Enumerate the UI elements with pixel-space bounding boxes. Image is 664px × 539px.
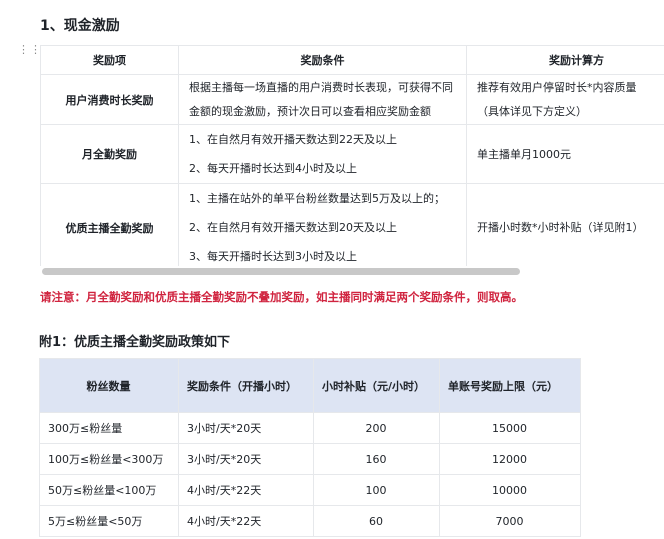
condition-line: 2、在自然月有效开播天数达到20天及以上 — [189, 221, 397, 234]
table-row: 5万≤粉丝量<50万 4小时/天*22天 60 7000 — [39, 505, 581, 537]
reward-conditions: 1、主播在站外的单平台粉丝数量达到5万及以上的； 2、在自然月有效开播天数达到2… — [178, 183, 467, 266]
header-cell: 奖励条件 — [178, 45, 467, 75]
condition: 3小时/天*20天 — [178, 443, 314, 475]
reward-conditions: 根据主播每一场直播的用户消费时长表现，可获得不同 金额的现金激励，预计次日可以查… — [178, 74, 467, 125]
table-header-row: 奖励项 奖励条件 奖励计算方 — [40, 45, 664, 75]
hourly-subsidy: 60 — [313, 505, 440, 537]
condition-line: 2、每天开播时长达到4小时及以上 — [189, 162, 357, 175]
table-row: 月全勤奖励 1、在自然月有效开播天数达到22天及以上 2、每天开播时长达到4小时… — [40, 124, 664, 184]
reward-cap: 10000 — [439, 474, 581, 506]
hourly-subsidy: 160 — [313, 443, 440, 475]
header-cell: 单账号奖励上限（元） — [439, 358, 581, 413]
drag-handle-icon[interactable]: ⋮⋮ — [18, 43, 42, 56]
reward-name: 用户消费时长奖励 — [40, 74, 179, 125]
table-header-row: 粉丝数量 奖励条件（开播小时） 小时补贴（元/小时） 单账号奖励上限（元） — [39, 358, 581, 413]
reward-cap: 15000 — [439, 412, 581, 444]
calc-line: （具体详见下方定义） — [477, 104, 587, 118]
cash-incentive-table-container: 奖励项 奖励条件 奖励计算方 用户消费时长奖励 根据主播每一场直播的用户消费时长… — [40, 45, 664, 266]
condition-line: 金额的现金激励，预计次日可以查看相应奖励金额 — [189, 104, 431, 118]
horizontal-scrollbar[interactable] — [42, 268, 520, 275]
table-row: 50万≤粉丝量<100万 4小时/天*22天 100 10000 — [39, 474, 581, 506]
header-cell: 奖励项 — [40, 45, 179, 75]
table-row: 100万≤粉丝量<300万 3小时/天*20天 160 12000 — [39, 443, 581, 475]
reward-calc: 开播小时数*小时补贴（详见附1） — [466, 183, 664, 266]
condition: 4小时/天*22天 — [178, 474, 314, 506]
reward-cap: 7000 — [439, 505, 581, 537]
reward-name: 月全勤奖励 — [40, 124, 179, 184]
calc-line: 单主播单月1000元 — [477, 147, 571, 161]
calc-line: 开播小时数*小时补贴（详见附1） — [477, 221, 644, 234]
condition: 4小时/天*22天 — [178, 505, 314, 537]
reward-name: 优质主播全勤奖励 — [40, 183, 179, 266]
header-cell: 奖励计算方 — [466, 45, 664, 75]
fans-range: 50万≤粉丝量<100万 — [39, 474, 179, 506]
calc-line: 推荐有效用户停留时长*内容质量 — [477, 80, 637, 94]
policy-table: 粉丝数量 奖励条件（开播小时） 小时补贴（元/小时） 单账号奖励上限（元） 30… — [39, 358, 581, 537]
reward-cap: 12000 — [439, 443, 581, 475]
table-row: 300万≤粉丝量 3小时/天*20天 200 15000 — [39, 412, 581, 444]
cash-incentive-table: 奖励项 奖励条件 奖励计算方 用户消费时长奖励 根据主播每一场直播的用户消费时长… — [40, 45, 664, 266]
notice-text: 请注意：月全勤奖励和优质主播全勤奖励不叠加奖励，如主播同时满足两个奖励条件，则取… — [40, 290, 523, 304]
fans-range: 100万≤粉丝量<300万 — [39, 443, 179, 475]
header-cell: 粉丝数量 — [39, 358, 179, 413]
reward-calc: 推荐有效用户停留时长*内容质量 （具体详见下方定义） — [466, 74, 664, 125]
condition-line: 1、在自然月有效开播天数达到22天及以上 — [189, 133, 397, 146]
section-title: 1、现金激励 — [40, 18, 120, 34]
header-cell: 小时补贴（元/小时） — [313, 358, 440, 413]
fans-range: 5万≤粉丝量<50万 — [39, 505, 179, 537]
header-cell: 奖励条件（开播小时） — [178, 358, 314, 413]
condition-line: 3、每天开播时长达到3小时及以上 — [189, 250, 357, 263]
condition-line: 根据主播每一场直播的用户消费时长表现，可获得不同 — [189, 80, 453, 94]
hourly-subsidy: 200 — [313, 412, 440, 444]
table-row: 用户消费时长奖励 根据主播每一场直播的用户消费时长表现，可获得不同 金额的现金激… — [40, 74, 664, 125]
table-row: 优质主播全勤奖励 1、主播在站外的单平台粉丝数量达到5万及以上的； 2、在自然月… — [40, 183, 664, 266]
condition: 3小时/天*20天 — [178, 412, 314, 444]
fans-range: 300万≤粉丝量 — [39, 412, 179, 444]
hourly-subsidy: 100 — [313, 474, 440, 506]
reward-calc: 单主播单月1000元 — [466, 124, 664, 184]
reward-conditions: 1、在自然月有效开播天数达到22天及以上 2、每天开播时长达到4小时及以上 — [178, 124, 467, 184]
appendix-title: 附1：优质主播全勤奖励政策如下 — [39, 335, 231, 350]
condition-line: 1、主播在站外的单平台粉丝数量达到5万及以上的； — [189, 192, 445, 205]
